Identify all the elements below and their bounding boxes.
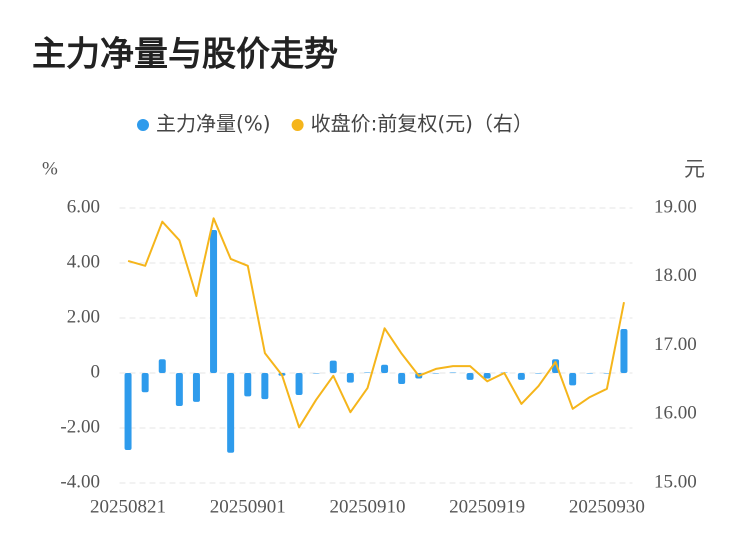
bar [141, 373, 149, 393]
x-tick-label: 20250821 [90, 496, 166, 517]
y-tick-label: 6.00 [67, 196, 100, 217]
bar [381, 364, 389, 373]
legend-label: 主力净量(%) [156, 112, 271, 136]
bar [227, 373, 235, 453]
bar [363, 372, 371, 373]
bar [432, 373, 440, 374]
bar [158, 359, 166, 373]
y-tick-label: -4.00 [60, 471, 100, 492]
bar [483, 373, 491, 379]
bar [517, 373, 525, 380]
bar [569, 373, 577, 386]
y2-tick-label: 19.00 [654, 196, 697, 217]
bar [244, 373, 252, 397]
bar [603, 373, 611, 374]
y-tick-label: 0 [91, 361, 101, 382]
x-tick-label: 20250910 [329, 496, 405, 517]
x-tick-label: 20250901 [210, 496, 286, 517]
bar [210, 230, 218, 373]
y-tick-label: 2.00 [67, 306, 100, 327]
price-line [127, 217, 625, 429]
bar [586, 373, 594, 374]
bar [466, 373, 474, 380]
legend-marker [137, 119, 149, 131]
bar [346, 373, 354, 383]
y-axis-label: % [42, 158, 58, 179]
y2-tick-label: 17.00 [654, 334, 697, 355]
bar [312, 373, 320, 374]
bar [449, 372, 457, 373]
legend-marker [291, 119, 304, 131]
chart-title: 主力净量与股价走势 [32, 35, 338, 75]
bar [192, 373, 200, 402]
y-tick-label: 4.00 [67, 251, 100, 272]
y2-axis-label: 元 [684, 157, 705, 181]
y2-tick-label: 15.00 [654, 471, 697, 492]
bar [124, 373, 132, 450]
bar [329, 360, 337, 373]
bar [620, 329, 628, 373]
bar [398, 373, 406, 384]
bar [261, 373, 269, 400]
bar [534, 373, 542, 374]
y2-tick-label: 16.00 [654, 403, 697, 424]
x-tick-label: 20250919 [449, 496, 525, 517]
bar [295, 373, 303, 395]
y-tick-label: -2.00 [60, 416, 100, 437]
y2-tick-label: 18.00 [654, 265, 697, 286]
legend-label: 收盘价:前复权(元)（右） [311, 112, 533, 136]
bar [175, 373, 183, 406]
x-tick-label: 20250930 [569, 496, 645, 517]
